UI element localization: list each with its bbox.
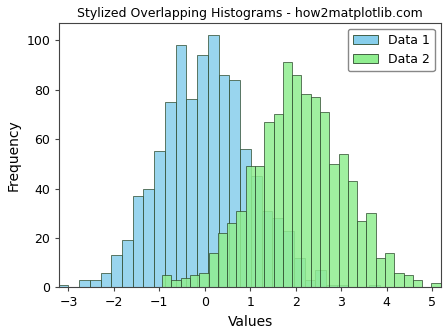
Title: Stylized Overlapping Histograms - how2matplotlib.com: Stylized Overlapping Histograms - how2ma… xyxy=(78,7,423,20)
Bar xyxy=(262,211,272,288)
Bar xyxy=(218,233,227,288)
Bar xyxy=(186,99,197,288)
Bar xyxy=(348,181,357,288)
Bar xyxy=(171,280,181,288)
Bar xyxy=(274,114,283,288)
Bar xyxy=(305,280,315,288)
Bar xyxy=(320,112,329,288)
Bar xyxy=(357,221,366,288)
Bar xyxy=(181,278,190,288)
Bar xyxy=(283,62,292,288)
Bar xyxy=(176,45,186,288)
Bar xyxy=(326,285,337,288)
Bar xyxy=(122,241,133,288)
Bar xyxy=(337,285,348,288)
Bar xyxy=(339,154,348,288)
Bar xyxy=(246,166,255,288)
X-axis label: Values: Values xyxy=(228,315,273,329)
Bar xyxy=(251,176,262,288)
Bar xyxy=(385,253,394,288)
Bar xyxy=(79,280,90,288)
Bar xyxy=(272,218,283,288)
Bar xyxy=(111,255,122,288)
Bar xyxy=(229,80,240,288)
Bar xyxy=(57,285,68,288)
Bar xyxy=(133,196,143,288)
Legend: Data 1, Data 2: Data 1, Data 2 xyxy=(348,29,435,71)
Bar xyxy=(369,285,380,288)
Bar xyxy=(165,102,176,288)
Bar xyxy=(315,270,326,288)
Bar xyxy=(162,275,171,288)
Bar xyxy=(208,35,219,288)
Bar xyxy=(404,275,413,288)
Bar xyxy=(376,258,385,288)
Bar xyxy=(366,213,376,288)
Bar xyxy=(90,280,100,288)
Bar xyxy=(292,75,302,288)
Bar xyxy=(264,122,274,288)
Bar xyxy=(283,230,294,288)
Bar xyxy=(219,75,229,288)
Bar xyxy=(394,272,404,288)
Bar xyxy=(311,97,320,288)
Bar xyxy=(100,272,111,288)
Bar xyxy=(413,280,422,288)
Bar xyxy=(208,253,218,288)
Bar xyxy=(255,166,264,288)
Bar xyxy=(143,188,154,288)
Bar xyxy=(431,283,441,288)
Y-axis label: Frequency: Frequency xyxy=(7,119,21,191)
Bar xyxy=(302,94,311,288)
Bar xyxy=(154,152,165,288)
Bar xyxy=(237,211,246,288)
Bar xyxy=(197,55,208,288)
Bar xyxy=(294,258,305,288)
Bar xyxy=(227,223,237,288)
Bar xyxy=(240,149,251,288)
Bar xyxy=(329,164,339,288)
Bar xyxy=(199,272,208,288)
Bar xyxy=(190,275,199,288)
